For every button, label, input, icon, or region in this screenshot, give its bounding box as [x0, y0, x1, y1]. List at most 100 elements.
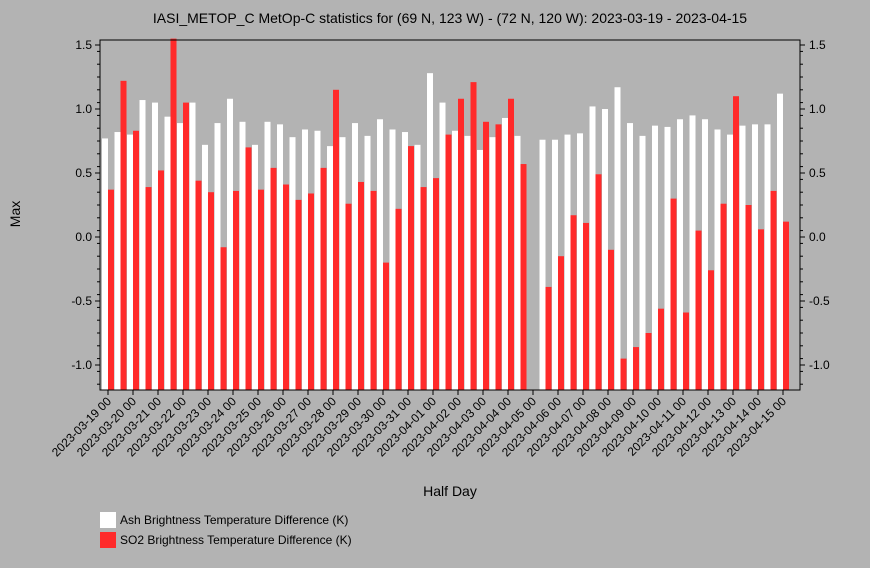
so2-bar — [508, 98, 514, 390]
so2-bar — [383, 262, 389, 390]
so2-bar — [758, 229, 764, 390]
so2-bar — [433, 178, 439, 390]
so2-bar — [595, 174, 602, 390]
ash-bar — [564, 134, 571, 390]
ash-bar — [389, 129, 396, 391]
ash-bar — [514, 135, 521, 390]
ash-bar — [764, 124, 771, 391]
so2-bar — [345, 203, 352, 390]
so2-bar — [320, 167, 327, 390]
ash-bar — [677, 119, 683, 391]
so2-bar — [245, 147, 252, 390]
so2-bar — [483, 121, 489, 391]
ash-bar — [102, 138, 108, 390]
ash-bar — [364, 135, 371, 390]
y-axis-label: Max — [7, 201, 23, 227]
so2-bar — [695, 230, 702, 390]
ash-bar — [339, 137, 346, 390]
ash-bar — [589, 106, 596, 390]
axes-layer: 1.5 1.5 1.0 1.0 0.5 0.5 0.0 0.0 -0.5 -0.5 -1.0 -1.0… — [49, 38, 830, 459]
ash-bar — [189, 102, 196, 390]
ash-bar — [302, 129, 308, 391]
so2-bar — [570, 215, 577, 390]
x-axis-label: Half Day — [423, 483, 477, 499]
so2-bar — [545, 286, 552, 390]
ash-bar — [452, 130, 458, 390]
so2-bar — [608, 249, 614, 390]
chart-title: IASI_METOP_C MetOp-C statistics for (69 … — [153, 10, 747, 26]
ash-bar — [439, 102, 446, 390]
y-tick-label-right: 0.0 — [809, 230, 826, 244]
so2-bar — [145, 187, 152, 390]
ash-bar — [402, 132, 408, 391]
ash-bar — [739, 125, 746, 390]
y-tick-label-right: 1.5 — [809, 38, 826, 52]
ash-bar — [539, 139, 546, 390]
y-tick-label-right: -0.5 — [809, 294, 830, 308]
ash-bar — [214, 123, 221, 390]
so2-bar — [333, 89, 339, 391]
ash-bar — [489, 137, 496, 390]
so2-bar — [420, 187, 427, 390]
y-tick-label-left: -0.5 — [71, 294, 92, 308]
ash-bar — [139, 100, 146, 390]
so2-bar — [270, 167, 277, 390]
so2-bar — [108, 189, 114, 390]
so2-bar — [358, 181, 364, 390]
y-tick-label-left: 1.5 — [75, 38, 92, 52]
so2-bar — [720, 203, 727, 390]
legend-item-so2: SO2 Brightness Temperature Difference (K… — [100, 532, 352, 548]
so2-bar — [745, 205, 752, 390]
so2-bar — [633, 347, 639, 390]
so2-bar — [295, 199, 302, 390]
so2-bar — [620, 358, 627, 390]
ash-bar — [664, 126, 671, 391]
bars-layer — [102, 38, 789, 391]
legend-item-ash: Ash Brightness Temperature Difference (K… — [100, 512, 348, 528]
so2-bar — [408, 146, 414, 390]
so2-bar — [133, 130, 139, 390]
ash-bar — [689, 115, 696, 391]
ash-bar — [152, 102, 158, 390]
so2-bar — [520, 164, 527, 390]
so2-bar — [458, 98, 464, 390]
ash-bar — [752, 124, 758, 391]
so2-bar — [658, 308, 664, 390]
so2-bar — [370, 190, 377, 390]
ash-bar — [289, 137, 296, 390]
so2-bar — [583, 222, 589, 390]
ash-bar — [239, 121, 246, 391]
so2-bar — [120, 80, 127, 390]
so2-bar — [308, 193, 314, 390]
ash-bar — [502, 117, 508, 391]
ash-bar — [427, 73, 433, 390]
ash-bar — [264, 121, 271, 391]
y-tick-label-right: 1.0 — [809, 102, 826, 116]
so2-bar — [283, 184, 289, 390]
y-tick-label-left: -1.0 — [71, 358, 92, 372]
y-tick-label-right: 0.5 — [809, 166, 826, 180]
legend-label-ash: Ash Brightness Temperature Difference (K… — [120, 513, 349, 527]
ash-bar — [377, 119, 383, 391]
ash-bar — [252, 144, 258, 390]
ash-bar — [702, 119, 708, 391]
ash-bar — [727, 134, 733, 390]
ash-bar — [327, 146, 333, 390]
so2-bar — [208, 192, 214, 390]
ash-bar — [114, 132, 121, 391]
so2-bar — [445, 134, 452, 390]
ash-bar — [352, 123, 358, 390]
ash-bar — [227, 98, 233, 390]
so2-bar — [233, 190, 239, 390]
y-tick-label-left: 1.0 — [75, 102, 92, 116]
so2-bar — [770, 190, 777, 390]
y-tick-label-right: -1.0 — [809, 358, 830, 372]
so2-bar — [733, 96, 739, 390]
so2-bar — [158, 170, 164, 390]
ash-bar — [314, 130, 321, 390]
plot-frame — [99, 39, 801, 391]
legend-swatch-so2 — [100, 532, 116, 548]
legend-label-so2: SO2 Brightness Temperature Difference (K… — [120, 533, 352, 547]
legend-swatch-ash — [100, 512, 116, 528]
